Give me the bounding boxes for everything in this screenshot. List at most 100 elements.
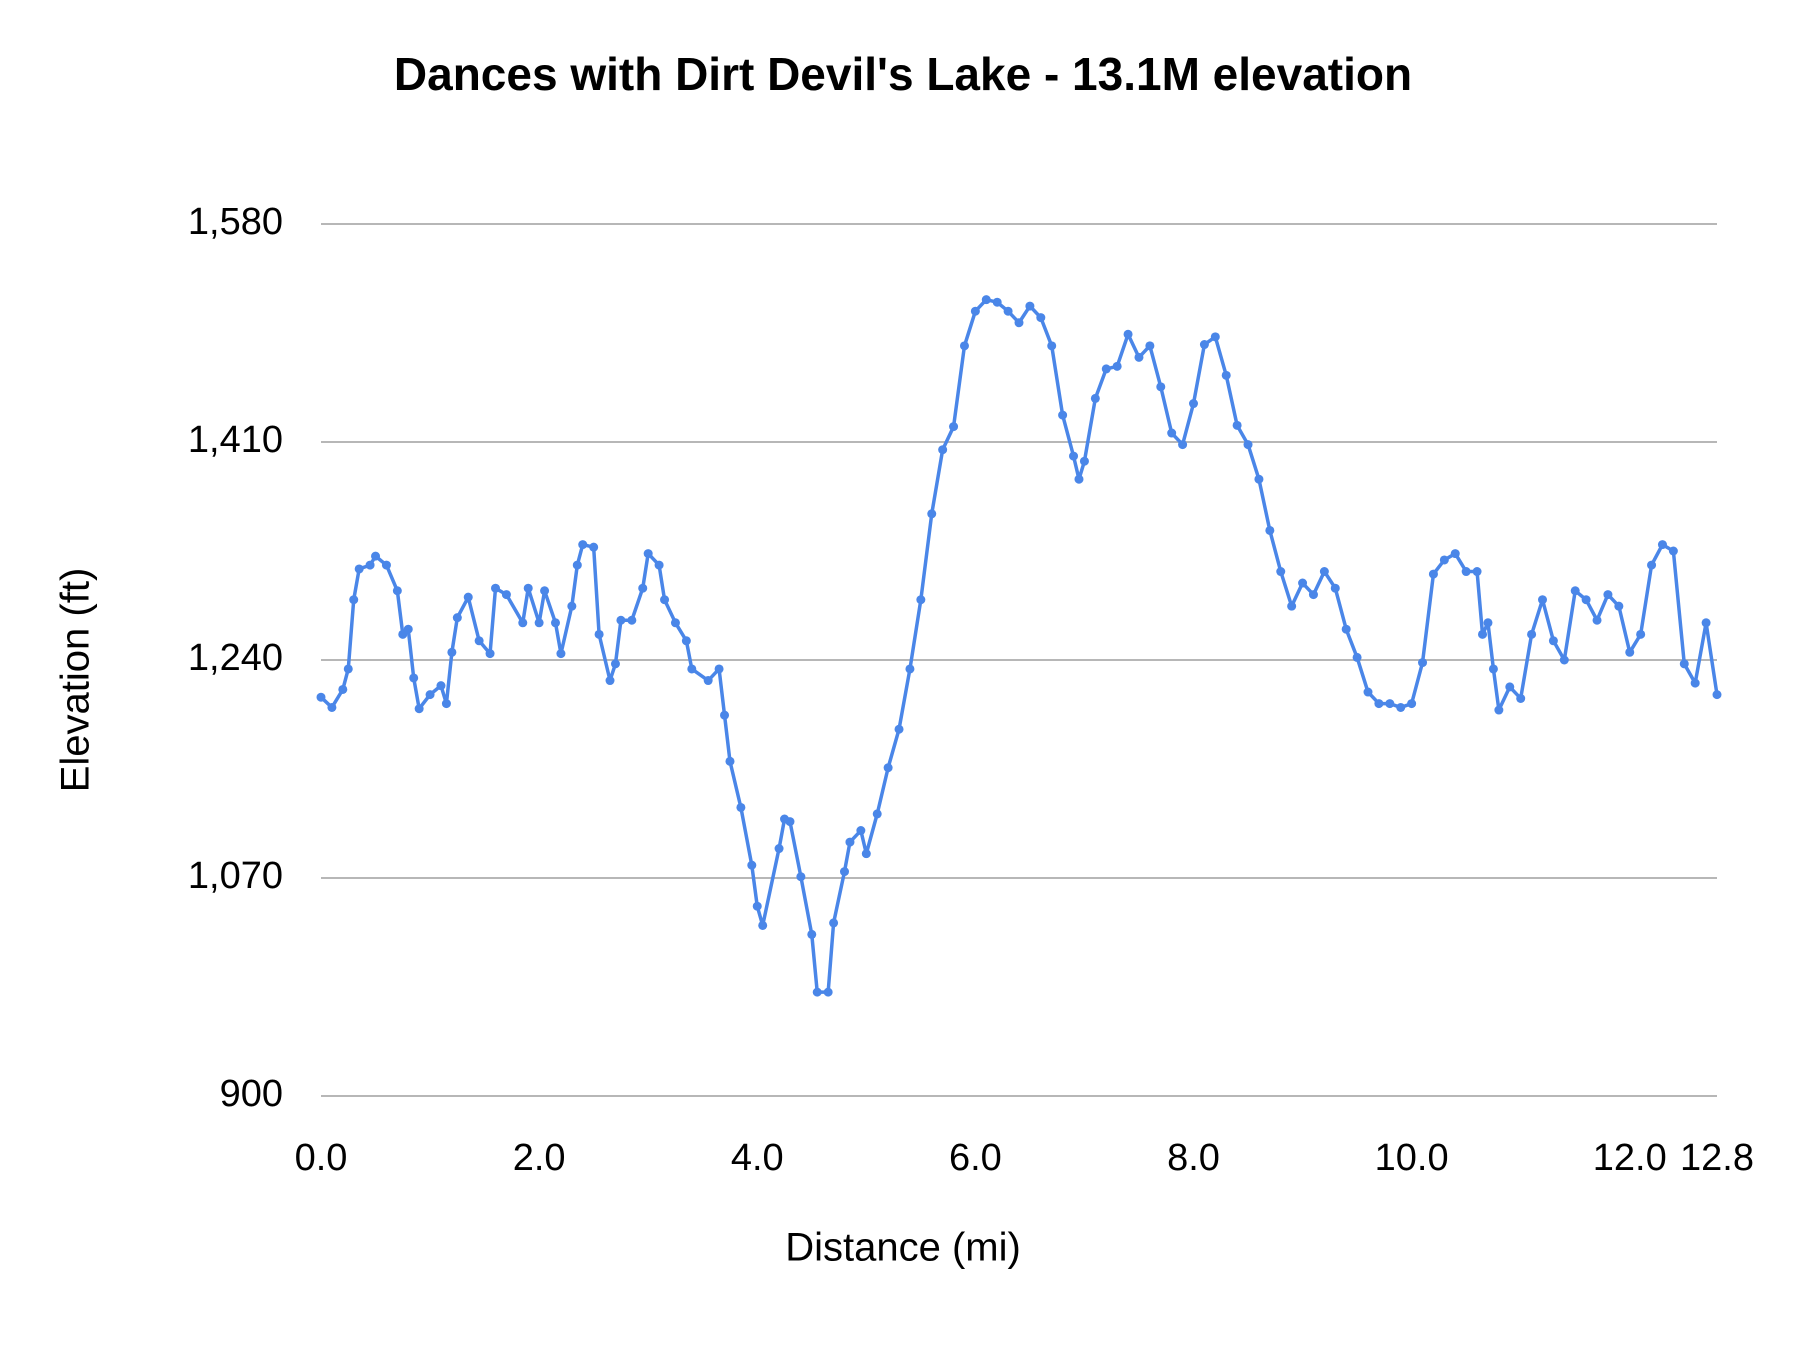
data-point [1189, 399, 1198, 409]
data-point [523, 583, 533, 593]
data-point [796, 872, 806, 882]
data-point [540, 586, 550, 596]
data-point [747, 860, 757, 870]
data-point [1461, 567, 1471, 577]
data-point [1036, 313, 1046, 323]
data-point [1243, 440, 1253, 450]
data-point [316, 692, 326, 702]
data-point [518, 618, 528, 628]
data-point [720, 710, 730, 720]
data-point [1254, 474, 1264, 484]
data-point [992, 297, 1002, 307]
data-point [1636, 629, 1646, 639]
data-point [392, 586, 402, 596]
data-point [343, 664, 353, 674]
y-tick-label: 900 [220, 1073, 283, 1115]
data-point [1352, 652, 1362, 662]
data-point [567, 601, 577, 611]
x-tick-label: 12.8 [1680, 1137, 1754, 1179]
data-point [371, 551, 381, 561]
data-point [327, 702, 337, 712]
data-point [354, 564, 364, 574]
data-point [594, 629, 604, 639]
data-point [441, 699, 451, 709]
data-point [872, 809, 882, 819]
data-point [714, 664, 724, 674]
data-point [752, 901, 762, 911]
data-point [638, 583, 648, 593]
data-point [605, 676, 615, 686]
data-point [1058, 410, 1068, 420]
data-point [425, 690, 435, 700]
data-point [447, 647, 457, 657]
data-point [1483, 618, 1493, 628]
data-point [1418, 658, 1428, 668]
data-point [894, 724, 904, 734]
data-point [1025, 301, 1035, 311]
data-point [829, 918, 839, 928]
data-point [1287, 601, 1297, 611]
data-point [1668, 546, 1678, 556]
data-point [452, 613, 462, 623]
data-point [403, 624, 413, 634]
data-point [1330, 583, 1340, 593]
x-axis-title: Distance (mi) [785, 1226, 1021, 1270]
y-tick-label: 1,240 [188, 637, 283, 679]
data-point [687, 664, 697, 674]
data-point [1221, 370, 1231, 380]
data-point [1488, 664, 1498, 674]
data-point [981, 295, 991, 305]
data-point [1527, 629, 1537, 639]
data-point [491, 583, 500, 593]
data-point [812, 987, 822, 997]
data-point [970, 306, 980, 316]
data-point [905, 664, 915, 674]
y-tick-label: 1,070 [188, 855, 283, 897]
data-point [1145, 341, 1155, 351]
data-point [616, 615, 626, 625]
data-point [856, 826, 866, 836]
x-tick-label: 10.0 [1375, 1137, 1449, 1179]
data-point [1516, 693, 1526, 703]
data-point [1538, 595, 1547, 605]
data-point [927, 509, 937, 519]
data-point [534, 618, 544, 628]
data-point [823, 987, 833, 997]
y-axis-title: Elevation (ft) [54, 568, 98, 793]
data-point [807, 929, 817, 939]
data-point [572, 560, 582, 570]
data-point [485, 649, 495, 659]
x-tick-label: 6.0 [949, 1137, 1002, 1179]
x-tick-label: 12.0 [1593, 1137, 1667, 1179]
data-point [1494, 705, 1504, 715]
data-point [550, 618, 560, 628]
data-point [1123, 329, 1133, 339]
x-tick-label: 4.0 [731, 1137, 784, 1179]
data-point [774, 844, 784, 854]
data-point [1178, 440, 1188, 450]
data-point [785, 817, 795, 827]
data-point [758, 920, 768, 930]
data-point [1679, 659, 1689, 669]
data-point [1450, 549, 1460, 559]
data-point [338, 684, 348, 694]
data-point [1581, 595, 1591, 605]
data-point [1603, 590, 1613, 600]
data-point [1374, 699, 1384, 709]
data-point [1319, 567, 1329, 577]
data-point [1428, 569, 1438, 579]
data-point [725, 756, 735, 766]
data-point [1478, 629, 1488, 639]
data-point [1712, 690, 1722, 700]
data-point [703, 676, 713, 686]
data-point [845, 837, 855, 847]
data-point [1614, 601, 1624, 611]
data-point [1625, 647, 1635, 657]
data-point [1134, 352, 1144, 362]
data-point [1003, 306, 1013, 316]
data-point [474, 636, 484, 646]
data-point [1407, 699, 1417, 709]
data-point [1265, 525, 1275, 535]
data-point [670, 618, 680, 628]
